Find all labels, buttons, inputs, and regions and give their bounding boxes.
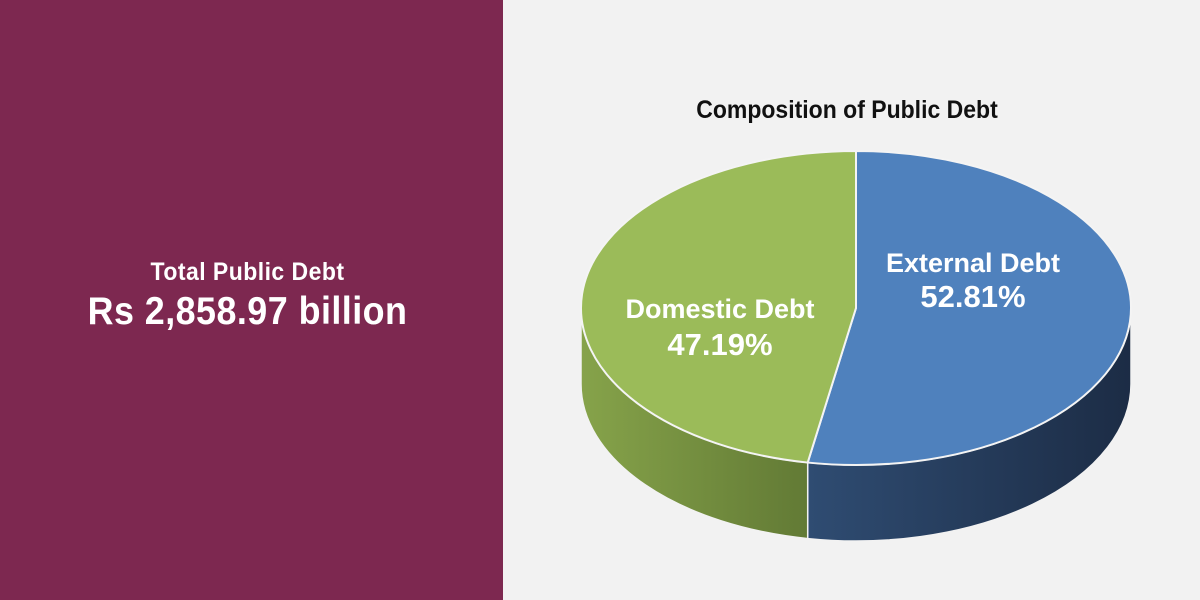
slice-value-domestic: 47.19% — [667, 327, 772, 362]
total-public-debt-value: Rs 2,858.97 billion — [87, 290, 408, 333]
pie-slice-external-debt — [806, 149, 1132, 466]
slice-value-external: 52.81% — [920, 279, 1025, 314]
total-public-debt-label: Total Public Debt — [150, 258, 345, 286]
summary-panel: Total Public Debt Rs 2,858.97 billion — [0, 0, 503, 600]
slice-label-external: External Debt — [886, 248, 1060, 278]
pie-slice-domestic-debt — [580, 149, 857, 464]
slice-label-domestic: Domestic Debt — [625, 294, 814, 324]
chart-title: Composition of Public Debt — [696, 96, 998, 124]
